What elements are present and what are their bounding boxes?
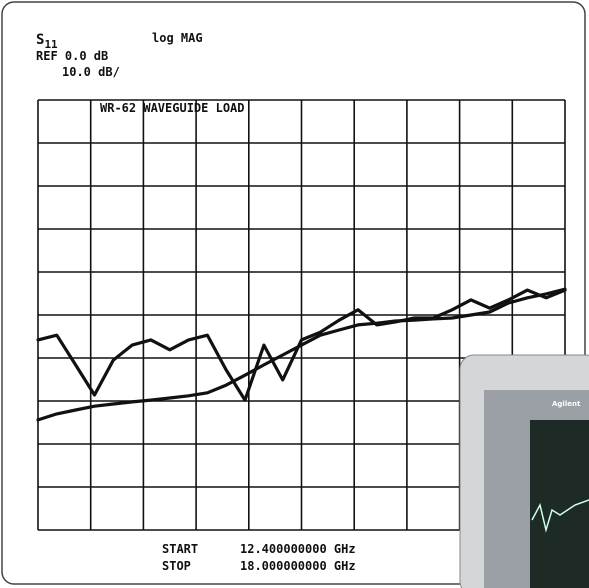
- param: S11: [36, 32, 58, 51]
- param-sub: 11: [44, 38, 58, 51]
- ref-level: REF 0.0 dB: [36, 49, 108, 63]
- plot-title: WR-62 WAVEGUIDE LOAD: [100, 101, 245, 115]
- param-letter: S: [36, 32, 44, 48]
- start-label: START: [162, 542, 198, 556]
- start-value: 12.400000000 GHz: [240, 542, 356, 556]
- traces: [36, 287, 567, 422]
- inset-brand: Agilent: [552, 400, 581, 408]
- trace: [36, 287, 567, 422]
- trace: [36, 288, 567, 402]
- inset-photo: Agilent: [459, 354, 589, 588]
- stop-value: 18.000000000 GHz: [240, 559, 356, 573]
- inset-display: [530, 420, 589, 588]
- format: log MAG: [152, 31, 203, 45]
- inset-trace: [531, 499, 589, 533]
- scale: 10.0 dB/: [62, 65, 120, 79]
- stop-label: STOP: [162, 559, 191, 573]
